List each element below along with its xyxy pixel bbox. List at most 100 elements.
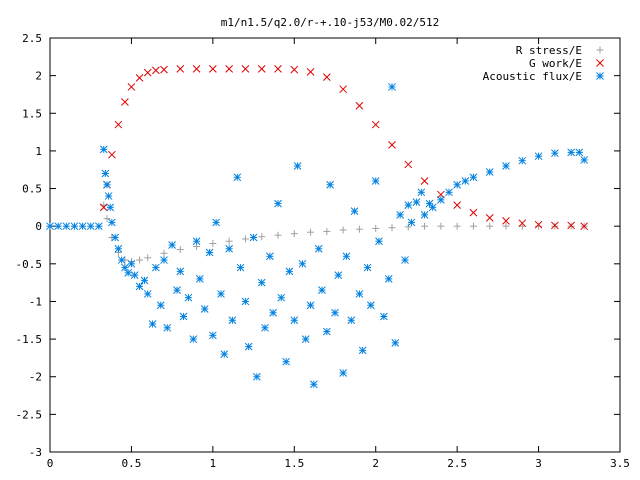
point [323,327,331,336]
point [127,259,136,268]
point [551,221,559,230]
x-tick-label: 3 [535,457,542,470]
x-tick-label: 1 [210,457,217,470]
point [580,156,589,164]
point [388,224,396,232]
point [580,222,589,231]
point [334,271,343,279]
point [101,169,110,178]
point [95,222,103,231]
point [396,211,404,219]
point [375,237,383,246]
point [236,263,245,272]
point [567,222,575,230]
point [339,85,347,94]
point [269,308,277,317]
point [461,177,470,185]
chart-title: m1/n1.5/q2.0/r-+.10-j53/M0.02/512 [221,16,440,29]
point [285,267,294,276]
point [176,65,185,73]
point [404,160,413,169]
point [445,188,453,197]
point [241,235,249,243]
point [114,244,123,253]
point [78,222,87,231]
legend-marker [596,46,604,54]
point [372,224,380,232]
point [358,346,367,355]
point [160,249,168,257]
point [518,219,527,228]
point [106,203,115,212]
point [144,254,152,262]
point [212,218,220,227]
point [249,233,258,242]
legend-label: G work/E [529,57,582,70]
x-tick-label: 1.5 [284,457,304,470]
y-tick-label: 1 [35,145,42,158]
point [425,199,434,208]
point [261,323,269,332]
y-tick-label: 2 [35,70,42,83]
point [342,252,351,261]
x-tick-label: 2.5 [447,457,467,470]
point [290,65,299,74]
point [518,156,527,165]
point [306,301,315,310]
point [103,215,111,223]
point [62,222,71,231]
y-tick-label: -2.5 [16,408,43,421]
legend-label: Acoustic flux/E [483,70,582,83]
point [575,148,584,157]
point [104,192,113,200]
point [121,98,129,106]
point [502,217,510,225]
point [428,203,437,212]
point [282,357,290,366]
point [176,267,185,276]
point [371,177,380,185]
point [420,211,429,219]
y-tick-label: -3 [29,446,42,459]
point [339,369,347,377]
point [217,290,225,298]
point [350,207,359,215]
point [152,66,160,75]
point [163,323,172,332]
point [136,256,144,264]
point [143,68,152,77]
point [412,198,421,206]
point [366,301,375,310]
point [293,162,302,170]
point [551,222,559,230]
point [534,152,543,161]
y-tick-label: 0 [35,220,42,233]
chart-marks [46,65,589,389]
point [189,335,198,343]
point [173,286,181,295]
point [380,312,388,321]
point [192,237,201,246]
point [502,162,510,170]
y-tick-label: 0.5 [22,183,42,196]
point [502,222,510,230]
point [99,203,108,212]
point [534,220,543,229]
point [135,282,144,291]
point [277,293,286,302]
point [567,148,575,157]
point [192,65,201,73]
series-0 [100,201,588,266]
point [54,222,62,231]
point [258,233,266,241]
point [453,180,461,189]
point [266,252,274,261]
point [108,150,116,159]
point [355,101,364,110]
point [306,68,315,76]
point [404,201,413,209]
point [274,65,282,73]
point [420,177,429,185]
point [401,256,409,264]
